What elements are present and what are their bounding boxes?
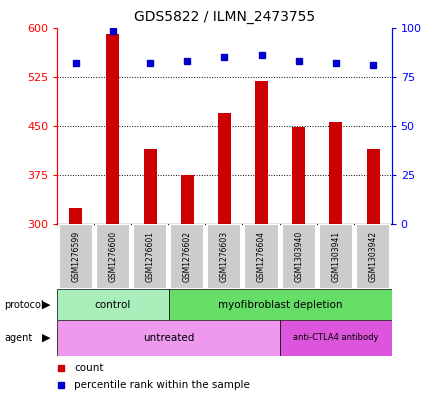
- Text: GSM1276599: GSM1276599: [71, 231, 80, 282]
- Bar: [367, 149, 380, 224]
- Bar: [255, 81, 268, 224]
- Text: agent: agent: [4, 333, 33, 343]
- Bar: [133, 224, 167, 289]
- Text: protocol: protocol: [4, 299, 44, 310]
- Text: GSM1276604: GSM1276604: [257, 231, 266, 282]
- Text: ▶: ▶: [42, 333, 51, 343]
- Text: anti-CTLA4 antibody: anti-CTLA4 antibody: [293, 334, 378, 342]
- Title: GDS5822 / ILMN_2473755: GDS5822 / ILMN_2473755: [134, 10, 315, 24]
- Text: GSM1276603: GSM1276603: [220, 231, 229, 282]
- Bar: [280, 320, 392, 356]
- Text: GSM1276601: GSM1276601: [146, 231, 154, 282]
- Bar: [96, 224, 130, 289]
- Bar: [330, 122, 342, 224]
- Bar: [292, 127, 305, 224]
- Text: GSM1303940: GSM1303940: [294, 231, 303, 282]
- Bar: [319, 224, 353, 289]
- Text: GSM1303941: GSM1303941: [331, 231, 341, 282]
- Bar: [106, 34, 119, 224]
- Bar: [169, 289, 392, 320]
- Bar: [143, 149, 157, 224]
- Bar: [218, 113, 231, 224]
- Bar: [69, 208, 82, 224]
- Text: control: control: [95, 299, 131, 310]
- Text: count: count: [74, 362, 103, 373]
- Text: untreated: untreated: [143, 333, 194, 343]
- Bar: [57, 320, 280, 356]
- Text: myofibroblast depletion: myofibroblast depletion: [218, 299, 342, 310]
- Text: GSM1303942: GSM1303942: [369, 231, 378, 282]
- Text: ▶: ▶: [42, 299, 51, 310]
- Bar: [207, 224, 242, 289]
- Bar: [57, 289, 169, 320]
- Text: percentile rank within the sample: percentile rank within the sample: [74, 380, 250, 390]
- Text: GSM1276602: GSM1276602: [183, 231, 192, 282]
- Bar: [282, 224, 316, 289]
- Bar: [59, 224, 93, 289]
- Bar: [356, 224, 390, 289]
- Bar: [245, 224, 279, 289]
- Bar: [170, 224, 204, 289]
- Text: GSM1276600: GSM1276600: [108, 231, 117, 282]
- Bar: [181, 175, 194, 224]
